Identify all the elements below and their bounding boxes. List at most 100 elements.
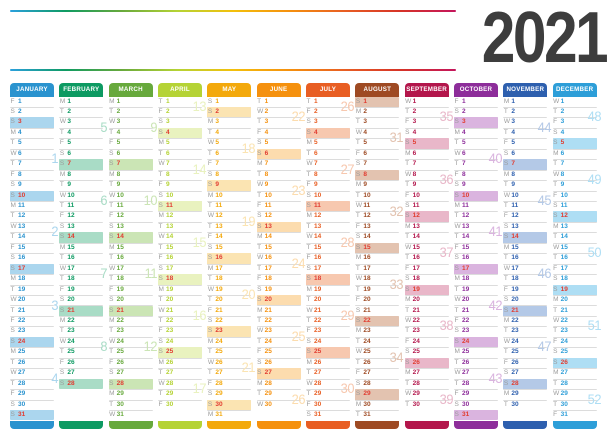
day-letter: S bbox=[355, 243, 361, 251]
day-row: S 24 bbox=[10, 336, 54, 349]
day-number: 13 bbox=[313, 222, 322, 230]
day-row: W 31 bbox=[109, 410, 153, 420]
day-row: W 22 bbox=[404, 316, 449, 328]
day-letter: W bbox=[59, 337, 66, 345]
day-number: 11 bbox=[412, 202, 420, 209]
day-letter: T bbox=[306, 390, 311, 398]
day-row: T 16 bbox=[503, 253, 548, 265]
day-number: 22 bbox=[313, 316, 322, 324]
day-number: 25 bbox=[18, 348, 26, 356]
day-number: 28 bbox=[511, 379, 519, 387]
day-letter: W bbox=[405, 390, 412, 398]
day-number: 9 bbox=[363, 181, 367, 189]
month-column-august: AUGUST S 1 M 2 T 3 W 4 T 5 F 6 S 7 S 8 M 9 T 10 W 11 T 12 F 13 S 14 S… bbox=[355, 83, 404, 430]
week-number: 18 bbox=[241, 140, 256, 156]
day-letter: S bbox=[158, 275, 163, 283]
day-number: 11 bbox=[215, 202, 223, 209]
day-number: 30 bbox=[18, 400, 26, 408]
day-letter: M bbox=[59, 316, 66, 324]
day-number: 4 bbox=[363, 128, 367, 136]
day-row: T 25 bbox=[59, 347, 104, 359]
day-row: T 30 bbox=[108, 400, 153, 411]
day-letter: W bbox=[454, 222, 461, 230]
day-letter: T bbox=[207, 296, 212, 304]
month-column-september: SEPTEMBER W 1 T 2 F 3 S 4 S 5 M 6 T 7 W 8 T 9 F 10 S 11 S 12 M 13 T… bbox=[404, 83, 453, 430]
day-number: 11 bbox=[264, 202, 272, 209]
day-letter: W bbox=[158, 160, 165, 168]
day-letter: T bbox=[355, 118, 360, 126]
day-number: 2 bbox=[165, 107, 170, 115]
day-number: 26 bbox=[116, 358, 124, 366]
day-number: 15 bbox=[165, 243, 174, 251]
day-letter: S bbox=[207, 316, 213, 324]
day-letter: S bbox=[454, 254, 459, 262]
day-row: S 30 bbox=[207, 399, 252, 411]
day-number: 8 bbox=[67, 170, 71, 178]
day-number: 18 bbox=[412, 275, 420, 283]
day-number: 30 bbox=[363, 400, 371, 408]
day-letter: T bbox=[454, 233, 459, 241]
day-letter: S bbox=[257, 149, 262, 157]
day-letter: T bbox=[109, 107, 114, 115]
day-number: 4 bbox=[560, 128, 565, 136]
day-number: 9 bbox=[412, 181, 417, 189]
day-letter: T bbox=[207, 128, 212, 136]
day-letter: T bbox=[306, 296, 311, 304]
day-row: T 31 bbox=[355, 410, 399, 420]
week-number: 42 bbox=[488, 297, 503, 313]
day-row: W 27 bbox=[10, 368, 54, 380]
day-letter: S bbox=[355, 379, 361, 387]
day-letter: S bbox=[355, 306, 361, 314]
day-letter: F bbox=[553, 191, 558, 199]
day-letter: W bbox=[503, 118, 510, 126]
day-number: 6 bbox=[363, 149, 367, 157]
day-letter: F bbox=[503, 358, 508, 366]
day-letter: S bbox=[454, 411, 459, 418]
day-number: 22 bbox=[165, 316, 174, 324]
day-row: M 11 bbox=[10, 201, 54, 213]
day-number: 12 bbox=[511, 212, 519, 220]
day-number: 2 bbox=[461, 107, 466, 115]
day-number: 23 bbox=[412, 327, 420, 335]
week-number: 31 bbox=[389, 130, 404, 146]
day-letter: S bbox=[109, 222, 114, 230]
day-letter: W bbox=[553, 97, 560, 105]
day-number: 5 bbox=[363, 139, 367, 147]
day-row: S 14 bbox=[59, 232, 104, 244]
day-letter: M bbox=[257, 233, 263, 241]
day-row: T 21 bbox=[453, 306, 498, 317]
day-letter: S bbox=[10, 264, 15, 272]
day-number: 20 bbox=[264, 296, 272, 304]
day-number: 31 bbox=[116, 411, 124, 418]
day-letter: F bbox=[158, 254, 163, 262]
day-number: 8 bbox=[264, 170, 269, 178]
day-row: T 28 bbox=[453, 379, 498, 391]
day-letter: M bbox=[405, 149, 411, 157]
day-letter: F bbox=[355, 369, 360, 377]
day-letter: T bbox=[59, 327, 64, 335]
month-column-march: MARCH M 1 T 2 W 3 T 4 F 5 S 6 S 7 M 8 T 9 W 10 T 11 F 12 S 13 S 14 M 1… bbox=[108, 83, 157, 430]
day-number: 26 bbox=[313, 358, 322, 366]
day-letter: S bbox=[10, 411, 15, 418]
day-row: W 28 bbox=[305, 379, 350, 391]
day-letter: T bbox=[10, 306, 15, 314]
day-letter: S bbox=[355, 160, 361, 168]
day-row: W 17 bbox=[108, 264, 153, 276]
day-letter: F bbox=[109, 285, 114, 293]
day-number: 16 bbox=[165, 254, 174, 262]
day-row: F 29 bbox=[10, 389, 54, 401]
day-letter: T bbox=[158, 369, 163, 377]
day-letter: W bbox=[355, 275, 362, 283]
day-row: T 27 bbox=[305, 368, 350, 380]
day-letter: T bbox=[257, 118, 262, 126]
day-row: S 29 bbox=[207, 389, 252, 401]
day-row: F 28 bbox=[207, 379, 252, 391]
day-row: W 23 bbox=[256, 326, 301, 338]
